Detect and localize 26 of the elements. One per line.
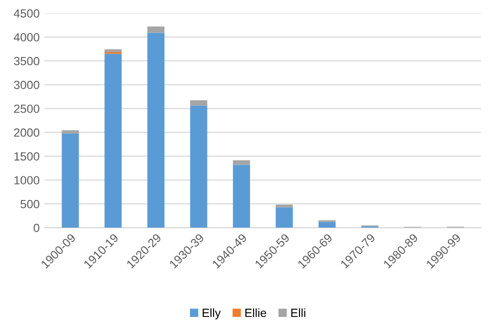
y-tick-label: 2500	[14, 104, 40, 113]
y-tick-label: 4500	[14, 9, 40, 18]
legend-label: Elli	[291, 308, 306, 317]
y-tick-label: 2000	[14, 128, 40, 137]
bar	[318, 222, 336, 228]
legend-label: Ellie	[245, 308, 266, 318]
bar	[190, 100, 208, 106]
bar	[276, 207, 293, 228]
bar	[232, 160, 250, 165]
bar	[147, 26, 164, 33]
y-tick-label: 3000	[14, 80, 40, 90]
bar	[276, 204, 293, 208]
bar	[232, 164, 250, 228]
y-tick-label: 4000	[14, 33, 40, 42]
bar	[190, 106, 208, 228]
bar	[62, 130, 79, 134]
y-tick-label: 1500	[14, 152, 40, 161]
y-tick-label: 0	[34, 224, 40, 232]
y-tick-label: 3500	[14, 56, 40, 66]
y-tick-label: 500	[20, 200, 40, 208]
bar	[104, 49, 122, 52]
bar	[147, 32, 164, 228]
bar	[104, 54, 122, 228]
bar	[62, 133, 79, 228]
y-tick-label: 1000	[14, 176, 40, 184]
legend-label: Elly	[202, 308, 221, 320]
